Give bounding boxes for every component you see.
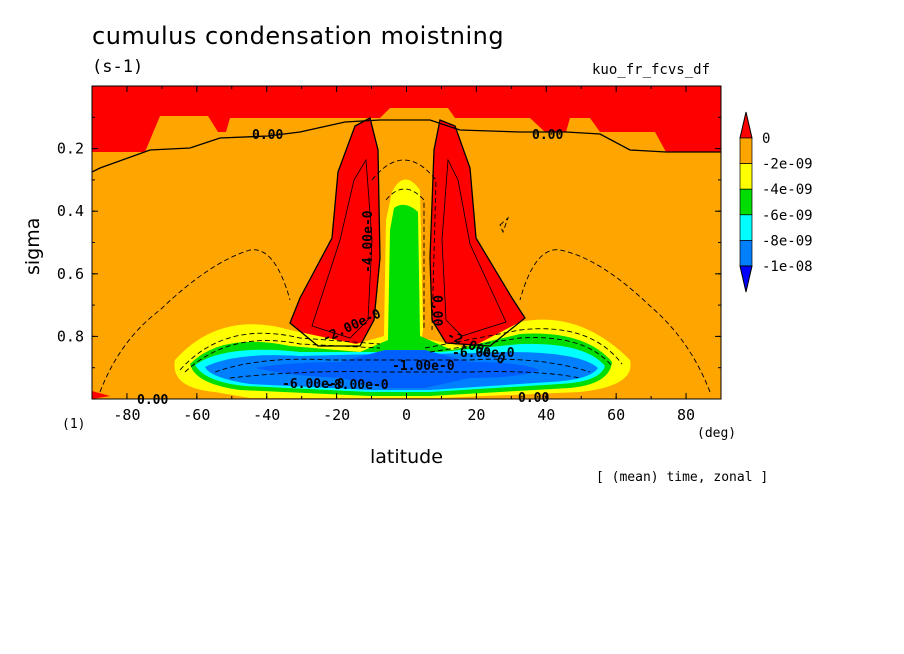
colorbar-segment bbox=[739, 188, 753, 216]
y-axis-ticks: 0.2 0.4 0.6 0.8 bbox=[57, 116, 721, 400]
contour-fills bbox=[92, 86, 721, 399]
fill-blue-core bbox=[255, 350, 540, 388]
x-tick-label: 80 bbox=[677, 406, 695, 424]
y-tick-label: 0.4 bbox=[57, 202, 84, 220]
colorbar-label: -2e-09 bbox=[762, 157, 813, 173]
x-tick-label: 20 bbox=[467, 406, 485, 424]
colorbar-label: -1e-08 bbox=[762, 259, 813, 275]
contour-label: -8.00e-0 bbox=[326, 378, 389, 393]
colorbar-segment bbox=[739, 240, 753, 267]
fill-red-left-plume bbox=[290, 118, 380, 346]
footnote: [ (mean) time, zonal ] bbox=[596, 470, 769, 485]
y-tick-label: 0.6 bbox=[57, 265, 84, 283]
contour-label: -4.00e-0 bbox=[361, 210, 376, 273]
contour-label: 0.00 bbox=[429, 295, 444, 326]
contour-thin bbox=[311, 158, 507, 339]
contour-label: 0.00 bbox=[137, 393, 168, 408]
colorbar-label: -4e-09 bbox=[762, 182, 813, 198]
x-tick-label: -80 bbox=[113, 406, 140, 424]
x-tick-label: -40 bbox=[253, 406, 280, 424]
x-tick-label: 40 bbox=[537, 406, 555, 424]
contour-label: -6.00e-0 bbox=[452, 346, 515, 361]
fill-red-top bbox=[92, 86, 721, 152]
colorbar-segment bbox=[739, 214, 753, 241]
colorbar-segment bbox=[739, 137, 753, 164]
x-tick-label: -60 bbox=[183, 406, 210, 424]
units-label: (s-1) bbox=[92, 57, 144, 77]
x-axis-label: latitude bbox=[370, 446, 443, 468]
y-tick-label: 0.2 bbox=[57, 140, 84, 158]
colorbar-segment bbox=[739, 163, 753, 190]
contour-label: 0.00 bbox=[532, 128, 563, 143]
x-tick-label: 0 bbox=[402, 406, 411, 424]
x-axis-unit: (deg) bbox=[697, 426, 737, 441]
chart-title: cumulus condensation moistning bbox=[92, 22, 505, 50]
contour-label: 0.00 bbox=[518, 391, 549, 406]
x-axis-ticks: -80 -60 -40 -20 0 20 40 60 80 bbox=[91, 86, 722, 424]
colorbar-label: -6e-09 bbox=[762, 208, 813, 224]
contour-label: -6.00e-0 bbox=[282, 377, 345, 392]
fill-red-right-plume bbox=[430, 120, 525, 346]
variable-name: kuo_fr_fcvs_df bbox=[592, 62, 711, 78]
colorbar: 0 -2e-09 -4e-09 -6e-09 -8e-09 -1e-08 bbox=[739, 111, 813, 293]
colorbar-top-arrow bbox=[739, 111, 753, 139]
fill-red-bottom bbox=[92, 391, 110, 399]
panel-id: (1) bbox=[62, 417, 86, 432]
contour-dashed bbox=[99, 159, 711, 393]
colorbar-label: 0 bbox=[762, 131, 770, 147]
x-tick-label: 60 bbox=[607, 406, 625, 424]
contour-label: -1.00e-0 bbox=[392, 359, 455, 374]
contour-lines bbox=[92, 117, 721, 347]
colorbar-bottom-arrow bbox=[739, 265, 753, 293]
x-tick-label: -20 bbox=[323, 406, 350, 424]
y-tick-label: 0.8 bbox=[57, 327, 84, 345]
contour-label: 0.00 bbox=[252, 128, 283, 143]
colorbar-label: -8e-09 bbox=[762, 233, 813, 249]
